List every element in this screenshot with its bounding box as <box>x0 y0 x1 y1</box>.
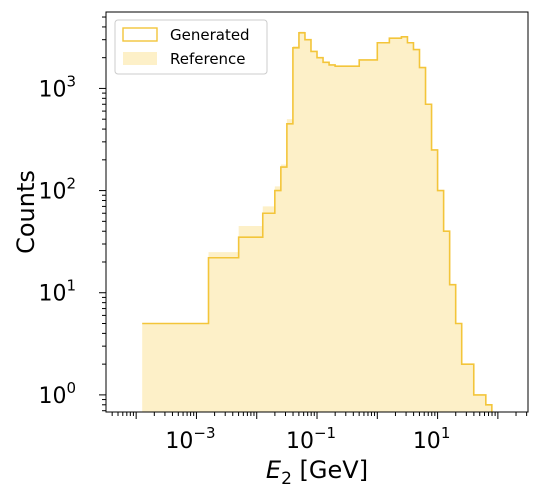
axes: 10−3 10−1 101 100 101 102 103 <box>38 11 529 454</box>
legend-swatch-generated <box>122 27 158 42</box>
legend: Generated Reference <box>114 19 268 75</box>
legend-label-reference: Reference <box>170 50 246 68</box>
plot-area <box>142 31 493 412</box>
y-tick-label: 100 <box>38 379 76 409</box>
y-tick-label: 101 <box>38 277 76 307</box>
y-tick-label: 103 <box>38 72 76 102</box>
x-tick-label: 101 <box>413 424 451 454</box>
reference-histogram-fill <box>142 31 492 412</box>
y-tick-label: 102 <box>38 175 76 205</box>
legend-label-generated: Generated <box>170 26 250 44</box>
generated-histogram-step <box>142 32 493 412</box>
x-tick-label: 10−3 <box>165 424 215 454</box>
x-axis-title: E2 [GeV] <box>266 456 368 489</box>
x-tick-label: 10−1 <box>286 424 336 454</box>
legend-swatch-reference <box>123 52 157 65</box>
y-axis-title: Counts <box>12 170 40 254</box>
